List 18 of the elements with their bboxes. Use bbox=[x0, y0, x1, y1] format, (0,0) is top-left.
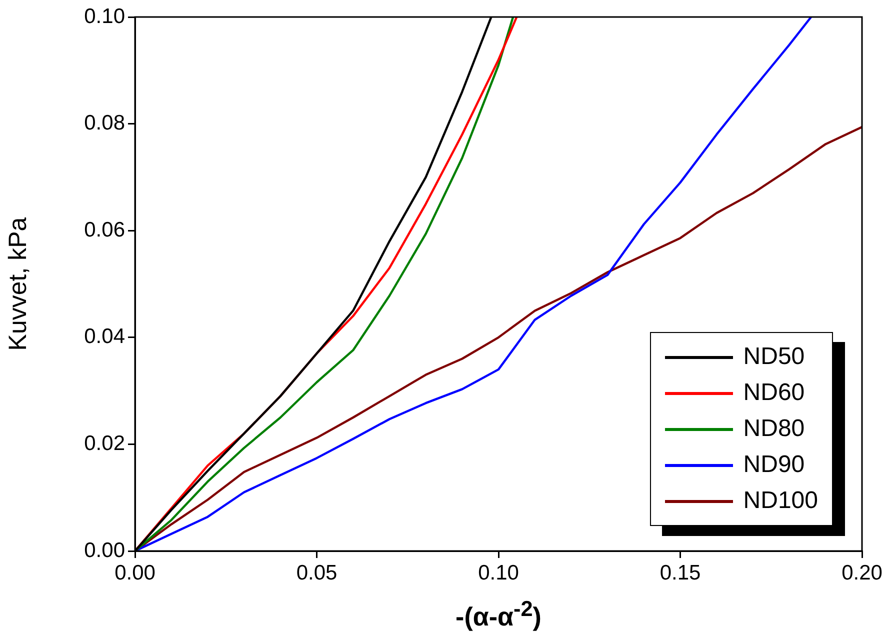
legend-label: ND80 bbox=[743, 415, 805, 443]
y-tick-label: 0.10 bbox=[84, 4, 125, 28]
y-tick-label: 0.06 bbox=[84, 218, 125, 242]
y-axis-title: Kuvvet, kPa bbox=[4, 217, 32, 351]
x-tick-label: 0.00 bbox=[114, 561, 156, 584]
legend-label: ND90 bbox=[743, 451, 805, 479]
legend-label: ND50 bbox=[743, 343, 805, 371]
y-tick-label: 0.00 bbox=[84, 538, 125, 562]
legend-label: ND60 bbox=[743, 379, 805, 407]
y-tick-label: 0.08 bbox=[84, 112, 125, 135]
x-axis-title: -(α-α$^{-2}$) bbox=[454, 596, 542, 633]
x-tick-label: 0.05 bbox=[296, 561, 338, 584]
y-tick-label: 0.04 bbox=[84, 325, 126, 348]
x-tick-label: 0.15 bbox=[660, 561, 701, 584]
y-tick-label: 0.02 bbox=[84, 432, 125, 455]
legend-label: ND100 bbox=[743, 487, 818, 515]
x-tick-label: 0.20 bbox=[842, 561, 882, 584]
x-tick-label: 0.10 bbox=[478, 561, 519, 584]
